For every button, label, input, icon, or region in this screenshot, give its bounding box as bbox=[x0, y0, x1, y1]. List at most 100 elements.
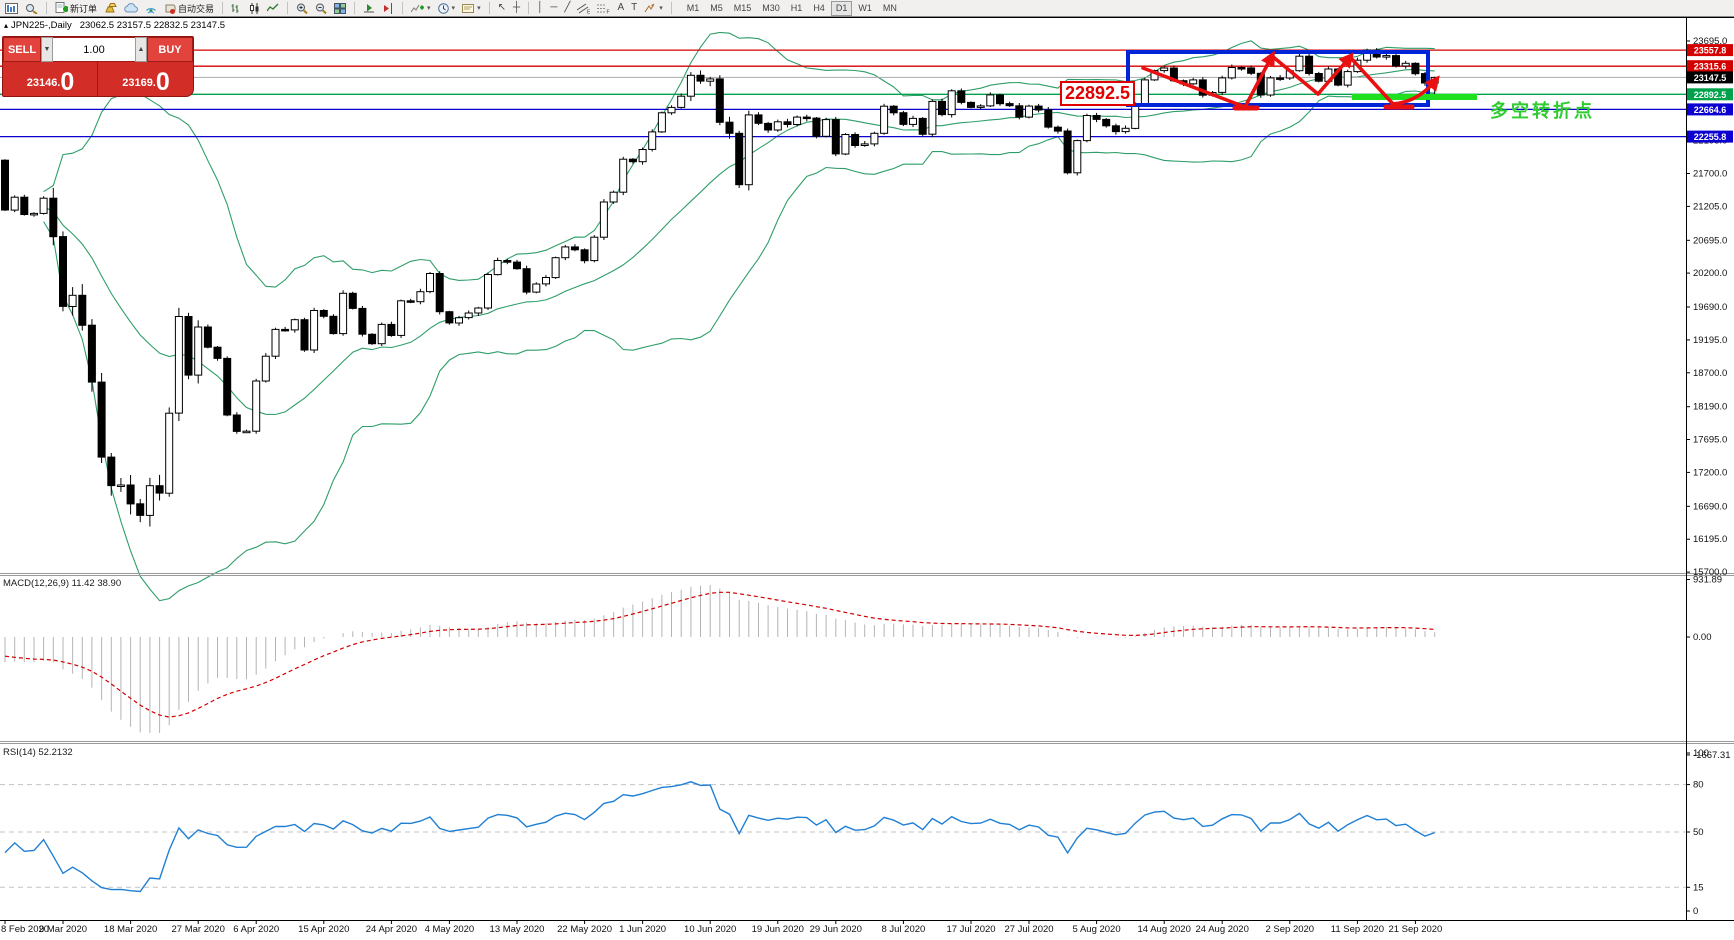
svg-text:17200.0: 17200.0 bbox=[1693, 467, 1727, 478]
svg-text:100: 100 bbox=[1693, 748, 1709, 759]
zoom-out-button[interactable] bbox=[313, 1, 329, 15]
equidistant-channel-icon: E bbox=[577, 3, 590, 14]
line-chart-mode-button[interactable] bbox=[265, 1, 281, 15]
pivot-point-annotation[interactable]: 多空转折点 bbox=[1490, 101, 1595, 121]
buy-price[interactable]: 23169. 0 bbox=[98, 62, 193, 96]
svg-text:27 Jul 2020: 27 Jul 2020 bbox=[1004, 924, 1053, 935]
svg-text:16690.0: 16690.0 bbox=[1693, 501, 1727, 512]
channel-tool-button[interactable]: E bbox=[575, 1, 592, 15]
svg-text:9 Mar 2020: 9 Mar 2020 bbox=[39, 924, 87, 935]
arrows-tool-button[interactable]: ▾ bbox=[642, 1, 665, 15]
new-chart-button[interactable] bbox=[3, 1, 20, 15]
timeframe-button-d1[interactable]: D1 bbox=[830, 0, 853, 16]
candlestick-series bbox=[1, 48, 1439, 527]
periods-button[interactable]: ▾ bbox=[436, 1, 458, 15]
templates-icon bbox=[462, 3, 475, 13]
crosshair-tool-button[interactable]: ┼ bbox=[511, 1, 522, 15]
timeframe-button-m30[interactable]: M30 bbox=[762, 2, 780, 13]
sell-button[interactable]: SELL bbox=[3, 37, 41, 62]
text-label-tool-button[interactable]: T bbox=[629, 1, 639, 15]
strategy-tester-button[interactable] bbox=[23, 1, 40, 15]
auto-scroll-button[interactable] bbox=[361, 1, 377, 15]
bar-chart-mode-button[interactable] bbox=[229, 1, 244, 15]
text-tool-button[interactable]: A bbox=[615, 1, 626, 15]
fibonacci-tool-button[interactable]: F bbox=[595, 1, 612, 15]
signal-icon bbox=[146, 7, 156, 14]
ohlc-values: 23062.5 23157.5 22832.5 23147.5 bbox=[79, 20, 226, 31]
dropdown-caret-icon: ▾ bbox=[659, 5, 663, 12]
svg-text:17 Jul 2020: 17 Jul 2020 bbox=[946, 924, 995, 935]
trendline-tool-button[interactable]: ╱ bbox=[562, 1, 572, 15]
volume-input[interactable]: 1.00 bbox=[53, 37, 135, 62]
symbol-flag-icon: ▴ bbox=[4, 21, 9, 30]
zoom-in-button[interactable] bbox=[294, 1, 310, 15]
chart-shift-icon bbox=[384, 2, 393, 14]
text-tool-icon: A bbox=[617, 2, 625, 13]
svg-text:F: F bbox=[607, 9, 610, 14]
svg-text:8 Jul 2020: 8 Jul 2020 bbox=[881, 924, 925, 935]
toolbar-separator bbox=[354, 2, 356, 14]
signals-button[interactable] bbox=[143, 1, 159, 15]
svg-text:21700.0: 21700.0 bbox=[1693, 169, 1727, 180]
timeframe-button-mn[interactable]: MN bbox=[882, 2, 897, 13]
svg-text:0: 0 bbox=[1693, 906, 1698, 917]
magnifier-icon bbox=[26, 3, 38, 14]
tile-windows-button[interactable] bbox=[332, 1, 348, 15]
vertical-line-tool-button[interactable]: │ bbox=[535, 1, 545, 15]
new-order-button[interactable]: 新订单 bbox=[53, 1, 99, 15]
svg-text:29 Jun 2020: 29 Jun 2020 bbox=[810, 924, 862, 935]
svg-text:11 Sep 2020: 11 Sep 2020 bbox=[1331, 924, 1384, 935]
horizontal-line-tool-button[interactable]: ─ bbox=[548, 1, 559, 15]
buy-button[interactable]: BUY bbox=[147, 37, 193, 62]
gold-icon bbox=[105, 3, 117, 13]
cursor-tool-button[interactable]: ↖ bbox=[496, 1, 508, 15]
price-scale: 23695.022195.021700.021205.020695.020200… bbox=[1686, 36, 1727, 578]
autotrading-button[interactable]: 自动交易 bbox=[162, 1, 216, 15]
volume-increase-button[interactable]: ▲ bbox=[135, 37, 147, 62]
timeframe-button-m1[interactable]: M1 bbox=[686, 2, 700, 13]
sell-price[interactable]: 23146. 0 bbox=[3, 62, 98, 96]
timeframe-button-h4[interactable]: H4 bbox=[813, 2, 825, 13]
timeframe-button-w1[interactable]: W1 bbox=[858, 2, 872, 13]
candlestick-mode-button[interactable] bbox=[247, 1, 262, 15]
dropdown-caret-icon: ▾ bbox=[477, 5, 481, 12]
rsi-scale: 100 80 50 15 0 bbox=[1686, 748, 1709, 917]
chart-window-icon bbox=[5, 2, 18, 14]
dropdown-caret-icon: ▾ bbox=[451, 5, 456, 12]
indicators-icon bbox=[411, 4, 425, 12]
trend-zigzag-arrows[interactable] bbox=[1141, 50, 1440, 111]
tile-windows-icon bbox=[334, 2, 347, 14]
symbol-period-label: JPN225-,Daily bbox=[11, 20, 72, 31]
market-watch-button[interactable] bbox=[102, 1, 119, 15]
chart-shift-button[interactable] bbox=[380, 1, 396, 15]
cloud-icon bbox=[124, 3, 138, 13]
svg-text:24 Apr 2020: 24 Apr 2020 bbox=[366, 924, 417, 935]
svg-text:20695.0: 20695.0 bbox=[1693, 235, 1727, 246]
svg-text:931.89: 931.89 bbox=[1693, 575, 1722, 586]
autotrading-icon bbox=[165, 4, 176, 14]
zoom-out-icon bbox=[316, 3, 327, 14]
new-order-icon bbox=[55, 2, 68, 13]
mql5-cloud-button[interactable] bbox=[122, 1, 140, 15]
svg-text:21 Sep 2020: 21 Sep 2020 bbox=[1388, 924, 1442, 935]
timeframe-button-m15[interactable]: M15 bbox=[733, 2, 752, 13]
volume-decrease-button[interactable]: ▼ bbox=[41, 37, 53, 62]
indicators-button[interactable]: ▾ bbox=[409, 1, 433, 15]
toolbar-separator bbox=[46, 2, 47, 14]
toolbar-separator bbox=[287, 2, 289, 14]
timeframe-button-h1[interactable]: H1 bbox=[790, 2, 803, 13]
top-toolbar: 新订单 自动交易 ▾ ▾ bbox=[0, 0, 1734, 17]
svg-text:24 Aug 2020: 24 Aug 2020 bbox=[1196, 924, 1249, 935]
svg-text:0.00: 0.00 bbox=[1693, 632, 1712, 643]
svg-text:21205.0: 21205.0 bbox=[1693, 201, 1727, 212]
svg-text:18190.0: 18190.0 bbox=[1693, 402, 1727, 413]
svg-text:1 Jun 2020: 1 Jun 2020 bbox=[619, 924, 666, 935]
trendline-icon: ╱ bbox=[564, 2, 571, 13]
timeframe-button-m5[interactable]: M5 bbox=[710, 2, 723, 13]
svg-text:18 Mar 2020: 18 Mar 2020 bbox=[104, 924, 157, 935]
templates-button[interactable]: ▾ bbox=[460, 1, 483, 15]
arrow-objects-icon bbox=[644, 3, 655, 12]
fibonacci-icon: F bbox=[597, 4, 610, 14]
price-level-callout[interactable]: 22892.5 bbox=[1060, 81, 1136, 106]
